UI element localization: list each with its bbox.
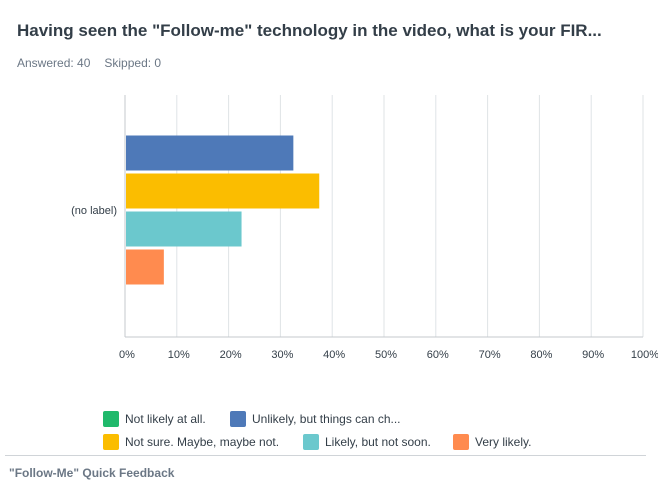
response-stats: Answered: 40 Skipped: 0 <box>17 56 161 70</box>
legend-item-not-likely: Not likely at all. <box>103 410 216 427</box>
legend-row-2: Not sure. Maybe, maybe not. Likely, but … <box>103 430 545 453</box>
legend-item-unlikely: Unlikely, but things can ch... <box>230 410 401 427</box>
legend-label: Likely, but not soon. <box>325 434 431 449</box>
legend-swatch <box>103 410 119 427</box>
bar-chart: 0% 10% 20% 30% 40% 50% 60% 70% 80% 90% 100% (no lab… <box>71 95 658 361</box>
x-tick-label: 60% <box>427 349 449 361</box>
bar <box>126 173 320 209</box>
x-tick-label: 70% <box>479 349 501 361</box>
legend-label: Unlikely, but things can ch... <box>252 411 401 426</box>
legend-swatch <box>103 433 119 450</box>
footer-divider <box>5 455 646 456</box>
survey-title: "Follow-Me" Quick Feedback <box>9 466 175 480</box>
category-label: (no label) <box>71 205 117 217</box>
bar <box>126 135 294 171</box>
legend-swatch <box>303 433 319 450</box>
x-tick-label: 50% <box>375 349 397 361</box>
legend-item-very-likely: Very likely. <box>453 433 532 450</box>
answered-count: Answered: 40 <box>17 56 91 70</box>
x-tick-label: 80% <box>530 349 552 361</box>
legend-row-1: Not likely at all. Unlikely, but things … <box>103 407 545 430</box>
x-tick-label: 40% <box>323 349 345 361</box>
legend-label: Not likely at all. <box>125 411 206 426</box>
question-title: Having seen the "Follow-me" technology i… <box>17 21 602 40</box>
legend-label: Not sure. Maybe, maybe not. <box>125 434 280 449</box>
skipped-count: Skipped: 0 <box>104 56 162 70</box>
legend-swatch <box>453 433 469 450</box>
x-tick-label: 100% <box>631 349 658 361</box>
legend-item-not-sure: Not sure. Maybe, maybe not. <box>103 433 289 450</box>
x-tick-label: 0% <box>119 349 135 361</box>
x-tick-label: 90% <box>582 349 604 361</box>
legend-label: Very likely. <box>475 434 532 449</box>
x-tick-label: 20% <box>220 349 242 361</box>
legend-swatch <box>230 410 246 427</box>
bar <box>126 249 164 285</box>
bar <box>126 211 242 247</box>
x-tick-label: 30% <box>271 349 293 361</box>
legend-item-likely: Likely, but not soon. <box>303 433 439 450</box>
chart-legend: Not likely at all. Unlikely, but things … <box>103 407 545 453</box>
x-tick-label: 10% <box>168 349 190 361</box>
